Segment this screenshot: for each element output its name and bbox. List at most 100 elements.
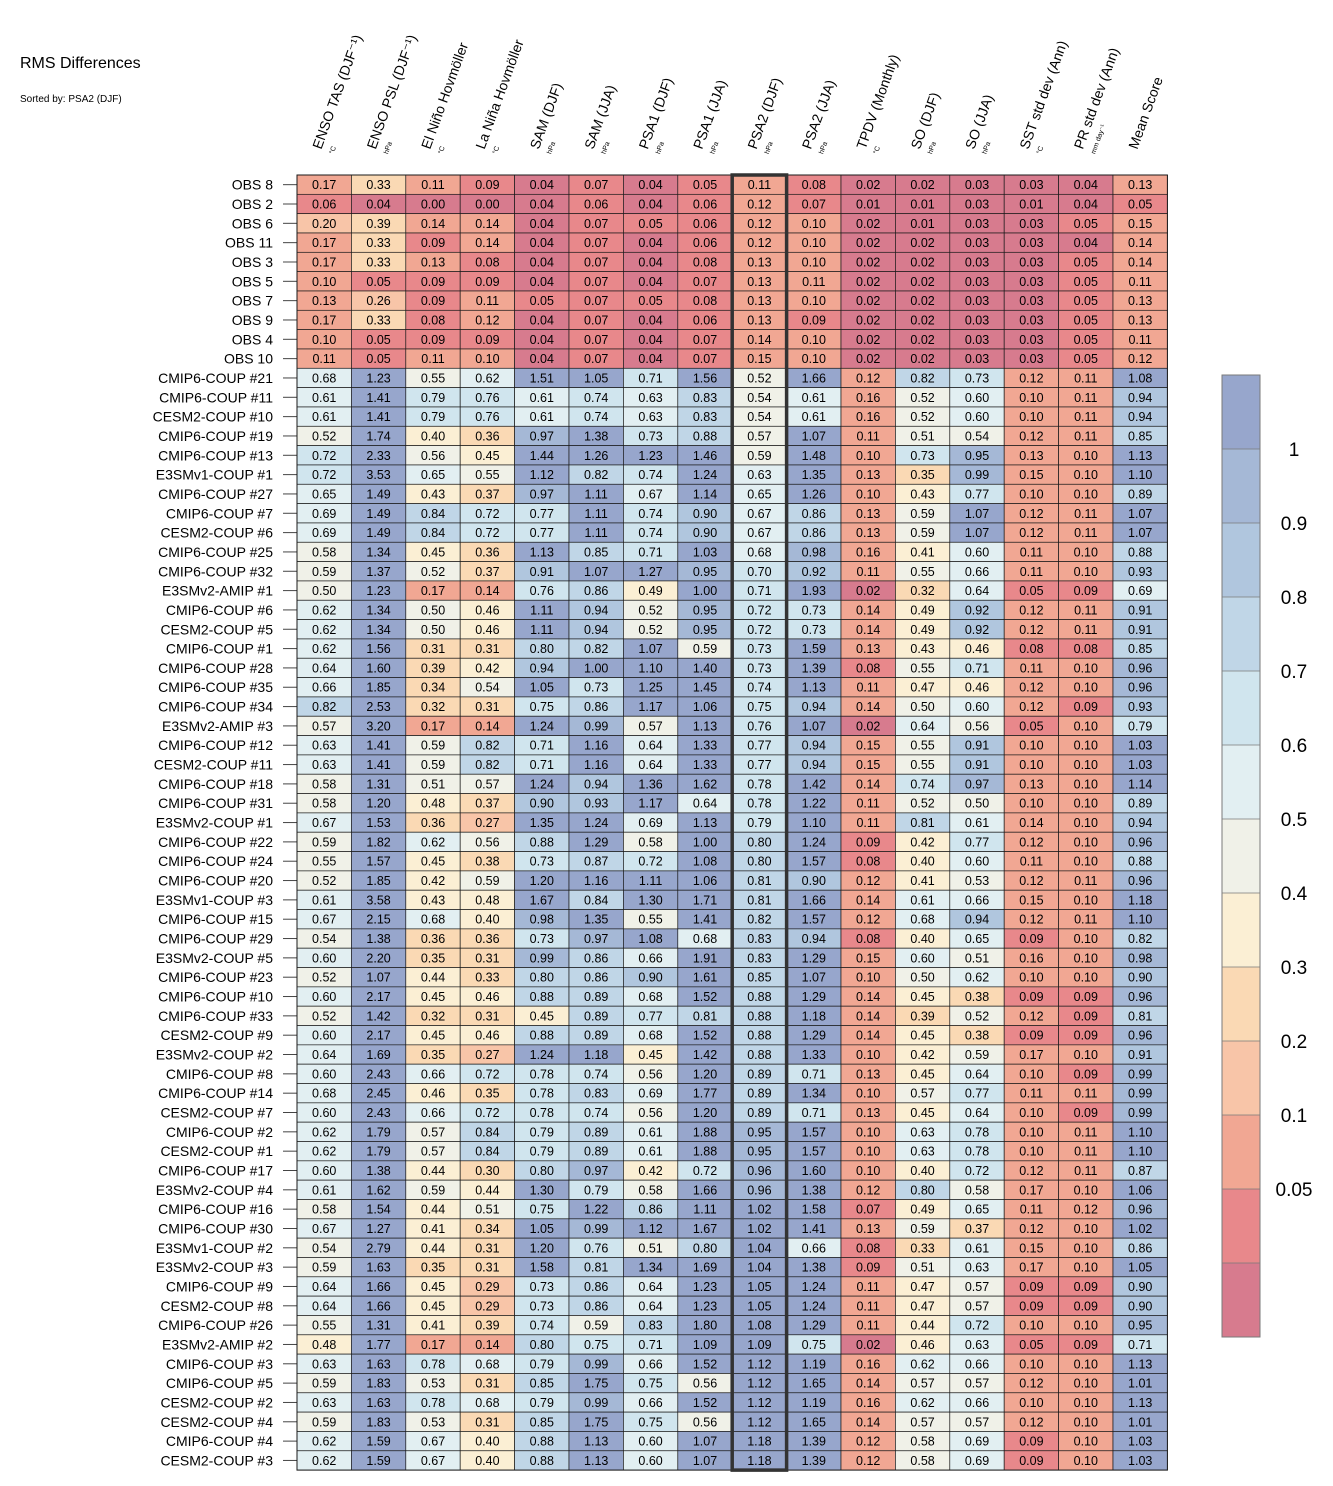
- cell-value: 1.00: [584, 661, 608, 675]
- cell-value: 0.72: [693, 1164, 717, 1178]
- cell-value: 0.62: [910, 1396, 934, 1410]
- cell-value: 0.97: [965, 777, 989, 791]
- cell-value: 1.05: [747, 1299, 771, 1313]
- cell-value: 0.96: [747, 1183, 771, 1197]
- cell-value: 0.11: [1074, 526, 1097, 540]
- column-label: PSA2 (JJA)hPa: [799, 78, 839, 156]
- cell-value: 0.02: [856, 217, 880, 231]
- column-unit: hPa: [655, 141, 666, 155]
- cell-value: 0.62: [312, 1145, 336, 1159]
- cell-value: 1.05: [1128, 1261, 1152, 1275]
- cell-value: 0.85: [530, 1377, 554, 1391]
- cell-value: 1.12: [747, 1396, 771, 1410]
- cell-value: 0.78: [421, 1396, 445, 1410]
- row-label: E3SMv2-AMIP #2: [162, 1336, 273, 1352]
- cell-value: 0.58: [638, 1183, 662, 1197]
- cell-value: 0.44: [475, 1183, 499, 1197]
- cell-value: 1.65: [802, 1377, 826, 1391]
- cell-value: 1.00: [693, 584, 717, 598]
- cell-value: 0.07: [584, 236, 608, 250]
- cell-value: 1.58: [530, 1261, 554, 1275]
- cell-value: 0.10: [856, 487, 880, 501]
- cell-value: 1.18: [802, 1009, 826, 1023]
- cell-value: 0.02: [856, 236, 880, 250]
- cell-value: 1.10: [1128, 913, 1152, 927]
- cell-value: 0.14: [475, 217, 499, 231]
- cell-value: 0.04: [638, 197, 662, 211]
- cell-value: 0.13: [856, 507, 880, 521]
- cell-value: 0.10: [1019, 971, 1043, 985]
- cell-value: 0.65: [421, 468, 445, 482]
- cell-value: 1.26: [584, 449, 608, 463]
- cell-value: 0.03: [1019, 275, 1043, 289]
- cell-value: 0.75: [530, 1203, 554, 1217]
- cell-value: 1.85: [366, 874, 390, 888]
- cell-value: 1.23: [638, 449, 662, 463]
- cell-value: 0.61: [312, 391, 336, 405]
- cell-value: 2.15: [366, 913, 390, 927]
- cell-value: 0.10: [1019, 487, 1043, 501]
- cell-value: 0.42: [638, 1164, 662, 1178]
- cell-value: 0.45: [421, 545, 445, 559]
- cell-value: 0.32: [910, 584, 934, 598]
- cell-value: 0.81: [747, 874, 771, 888]
- cell-value: 1.20: [530, 1241, 554, 1255]
- cell-value: 0.02: [910, 313, 934, 327]
- cell-value: 0.76: [747, 719, 771, 733]
- cell-value: 0.10: [856, 1145, 880, 1159]
- cell-value: 0.78: [530, 1106, 554, 1120]
- cell-value: 0.11: [1128, 275, 1151, 289]
- cell-value: 0.03: [1019, 178, 1043, 192]
- cell-value: 0.06: [312, 197, 336, 211]
- cell-value: 0.66: [965, 1357, 989, 1371]
- cell-value: 0.80: [530, 1338, 554, 1352]
- row-label: CESM2-COUP #4: [160, 1414, 273, 1430]
- cell-value: 0.63: [965, 1261, 989, 1275]
- cell-value: 0.77: [530, 526, 554, 540]
- cell-value: 1.85: [366, 681, 390, 695]
- cell-value: 1.04: [747, 1241, 771, 1255]
- cell-value: 0.44: [421, 971, 445, 985]
- cell-value: 0.52: [638, 623, 662, 637]
- cell-value: 0.82: [1128, 932, 1152, 946]
- cell-value: 0.61: [638, 1145, 662, 1159]
- cell-value: 0.92: [965, 603, 989, 617]
- cell-value: 0.04: [530, 352, 554, 366]
- column-label-text: ENSO PSL (DJF⁻¹): [363, 32, 419, 151]
- cell-value: 0.09: [1074, 1009, 1098, 1023]
- column-label-text: SAM (JJA): [581, 83, 619, 151]
- cell-value: 0.59: [747, 449, 771, 463]
- row-label: E3SMv1-COUP #2: [156, 1240, 273, 1256]
- cell-value: 1.11: [584, 487, 607, 501]
- cell-value: 0.04: [638, 333, 662, 347]
- cell-value: 1.66: [366, 1280, 390, 1294]
- cell-value: 0.11: [1074, 1087, 1097, 1101]
- column-label: SAM (JJA)hPa: [581, 83, 619, 155]
- cell-value: 0.62: [312, 603, 336, 617]
- cell-value: 0.49: [910, 623, 934, 637]
- cell-value: 0.52: [638, 603, 662, 617]
- cell-value: 0.94: [802, 758, 826, 772]
- cell-value: 1.10: [638, 661, 662, 675]
- cell-value: 1.16: [584, 758, 608, 772]
- cell-value: 0.13: [856, 1067, 880, 1081]
- cell-value: 0.46: [475, 623, 499, 637]
- cell-value: 0.95: [965, 449, 989, 463]
- row-label: CMIP6-COUP #6: [166, 602, 273, 618]
- cell-value: 0.71: [965, 661, 989, 675]
- cell-value: 0.64: [965, 1067, 989, 1081]
- colorbar-bin: [1222, 893, 1260, 967]
- cell-value: 0.48: [312, 1338, 336, 1352]
- cell-value: 0.45: [910, 990, 934, 1004]
- row-label: CMIP6-COUP #35: [158, 679, 273, 695]
- sorted-column-highlight: [730, 173, 789, 1472]
- cell-value: 0.11: [1074, 913, 1097, 927]
- cell-value: 0.13: [856, 1222, 880, 1236]
- row-label: CESM2-COUP #3: [160, 1452, 273, 1468]
- cell-value: 0.58: [312, 1203, 336, 1217]
- cell-value: 1.79: [366, 1145, 390, 1159]
- cell-value: 0.02: [856, 294, 880, 308]
- cell-value: 1.07: [693, 1435, 717, 1449]
- row-label: CMIP6-COUP #7: [166, 505, 273, 521]
